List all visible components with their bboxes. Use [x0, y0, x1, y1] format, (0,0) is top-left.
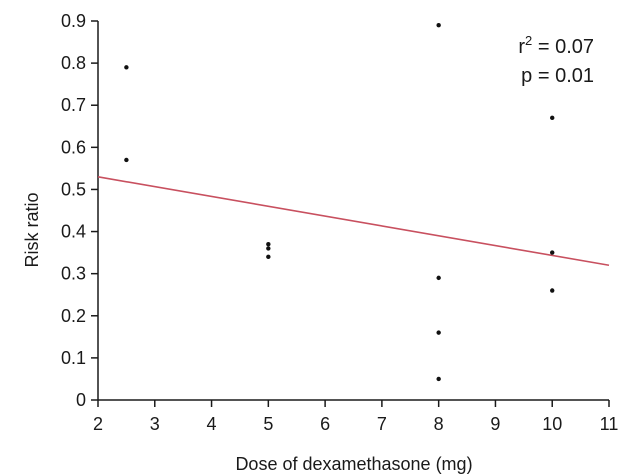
data-point — [436, 330, 441, 335]
x-tick-label: 2 — [93, 414, 103, 434]
x-tick-label: 4 — [207, 414, 217, 434]
y-axis-title: Risk ratio — [22, 192, 42, 267]
x-tick-label: 9 — [490, 414, 500, 434]
y-tick-label: 0.6 — [61, 137, 86, 157]
y-tick-label: 0.4 — [61, 222, 86, 242]
y-tick-label: 0 — [76, 390, 86, 410]
axes: 2 3 4 5 6 7 8 9 10 11 0 0.1 0.2 0.3 0.4 0.5 0.6 0.7 0.8 0.9 — [61, 11, 618, 434]
y-tick-label: 0.9 — [61, 11, 86, 31]
x-tick-label: 3 — [150, 414, 160, 434]
data-point — [266, 241, 271, 247]
x-axis-title: Dose of dexamethasone (mg) — [235, 454, 472, 474]
data-point — [124, 157, 129, 163]
y-tick-label: 0.7 — [61, 95, 86, 115]
p-value-annotation: p = 0.01 — [521, 65, 594, 87]
y-tick-label: 0.2 — [61, 306, 86, 326]
regression-line — [97, 176, 610, 267]
data-point — [550, 250, 555, 255]
data-point — [436, 376, 441, 382]
data-point — [266, 246, 271, 251]
r-squared-superscript: 2 — [525, 33, 532, 48]
data-point — [550, 288, 555, 293]
x-tick-label: 8 — [434, 414, 444, 434]
x-tick-label: 10 — [542, 414, 562, 434]
y-tick-label: 0.3 — [61, 264, 86, 284]
y-tick-label: 0.8 — [61, 53, 86, 73]
data-point — [436, 275, 441, 281]
r-squared-annotation: r2 = 0.07 — [518, 33, 594, 58]
y-tick-label: 0.1 — [61, 348, 86, 368]
data-points — [124, 23, 555, 382]
data-point — [436, 23, 441, 28]
x-tick-label: 11 — [600, 414, 619, 434]
x-tick-label: 7 — [377, 414, 387, 434]
data-point — [550, 115, 555, 121]
x-tick-label: 5 — [263, 414, 273, 434]
y-tick-label: 0.5 — [61, 179, 86, 199]
data-point — [124, 65, 129, 70]
x-tick-label: 6 — [320, 414, 330, 434]
regression-line-group — [97, 176, 610, 267]
data-point — [266, 254, 271, 260]
